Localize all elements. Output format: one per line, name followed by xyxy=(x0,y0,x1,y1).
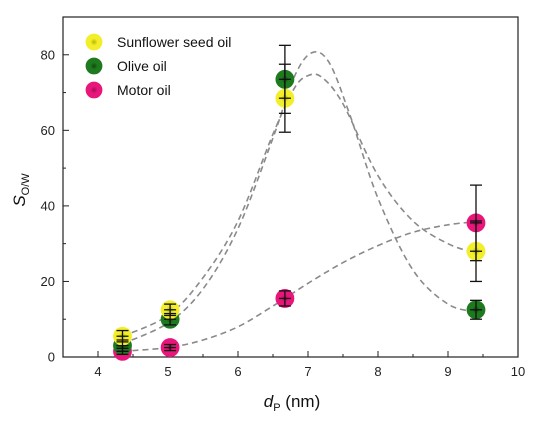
y-tick-label: 20 xyxy=(41,274,55,289)
legend-label: Motor oil xyxy=(117,82,171,98)
y-axis-label-sub: O/W xyxy=(20,173,32,196)
y-axis-label-main: S xyxy=(10,195,29,207)
y-axis-ticks: 0 20 40 60 80 xyxy=(41,16,69,365)
y-tick-label: 80 xyxy=(41,47,55,62)
legend: Sunflower seed oil Olive oil Motor oil xyxy=(85,33,231,99)
plot-frame xyxy=(62,16,519,358)
legend-marker xyxy=(85,81,103,99)
x-tick-label: 4 xyxy=(94,364,101,379)
x-tick-label: 7 xyxy=(304,364,311,379)
x-tick-label: 6 xyxy=(234,364,241,379)
plot-area-border xyxy=(62,16,519,358)
x-tick-label: 10 xyxy=(511,364,525,379)
legend-label: Sunflower seed oil xyxy=(117,34,231,50)
x-axis-label-suffix: (nm) xyxy=(281,392,321,411)
data-points xyxy=(113,44,486,361)
x-tick-label: 5 xyxy=(164,364,171,379)
x-tick-label: 9 xyxy=(444,364,451,379)
legend-marker xyxy=(85,33,103,51)
x-axis-label: dP (nm) xyxy=(264,392,320,414)
y-tick-label: 0 xyxy=(48,350,55,365)
legend-label: Olive oil xyxy=(117,58,167,74)
x-tick-label: 8 xyxy=(374,364,381,379)
x-axis-label-main: d xyxy=(264,392,274,411)
fit-line xyxy=(122,73,477,337)
fit-lines xyxy=(122,51,477,353)
legend-marker xyxy=(85,57,103,75)
fit-line xyxy=(122,51,477,345)
y-tick-label: 40 xyxy=(41,198,55,213)
fit-line xyxy=(122,221,477,353)
y-axis-label: SO/W xyxy=(10,173,32,207)
x-axis-label-sub: P xyxy=(273,402,280,414)
x-axis-ticks: 4 5 6 7 8 9 10 xyxy=(62,351,525,379)
y-tick-label: 60 xyxy=(41,123,55,138)
